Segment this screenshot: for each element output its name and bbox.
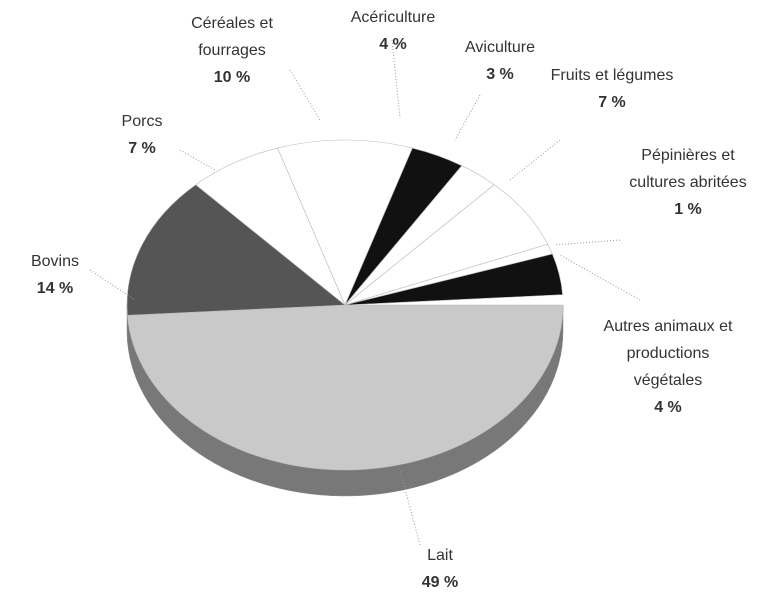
- value-label: 1 %: [674, 201, 702, 218]
- category-name: Lait: [427, 547, 453, 564]
- category-name: Pépinières et cultures abritées: [629, 147, 747, 191]
- category-name: Porcs: [121, 113, 163, 130]
- slice: [127, 304, 564, 471]
- leader-line: [454, 94, 481, 141]
- value-label: 49 %: [421, 574, 459, 591]
- slice-label: Aviculture 3 %: [430, 34, 570, 88]
- slice-label: Fruits et légumes 7 %: [537, 62, 687, 116]
- category-name: Fruits et légumes: [550, 67, 674, 84]
- value-label: 7 %: [598, 94, 626, 111]
- slice-label: Céréales et fourrages 10 %: [162, 10, 302, 91]
- value-label: 14 %: [36, 280, 74, 297]
- category-name: Acériculture: [350, 9, 436, 26]
- slice-label: Autres animaux et productions végétales 4…: [593, 313, 743, 421]
- slice-label: Pépinières et cultures abritées 1 %: [613, 142, 760, 223]
- value-label: 3 %: [486, 66, 514, 83]
- slice: [277, 139, 413, 306]
- slice-label: Bovins 14 %: [0, 248, 125, 302]
- leader-line: [89, 269, 136, 301]
- slice-label: Porcs 7 %: [72, 108, 212, 162]
- leader-line: [399, 469, 421, 546]
- slice: [126, 184, 346, 316]
- category-name: Aviculture: [465, 39, 535, 56]
- slice: [344, 253, 563, 306]
- category-name: Bovins: [30, 253, 80, 270]
- value-label: 4 %: [654, 399, 682, 416]
- slice-label: Lait 49 %: [370, 542, 510, 596]
- value-label: 10 %: [213, 69, 251, 86]
- leader-line: [509, 139, 561, 181]
- leader-line: [559, 254, 641, 301]
- category-name: Céréales et fourrages: [191, 15, 273, 59]
- leader-line: [289, 69, 321, 121]
- slice-label: Acériculture 4 %: [323, 4, 463, 58]
- value-label: 4 %: [379, 36, 407, 53]
- leader-line: [554, 239, 621, 246]
- leader-line: [391, 39, 401, 119]
- category-name: Autres animaux et productions végétales: [603, 318, 733, 389]
- leader-line: [179, 149, 216, 171]
- value-label: 7 %: [128, 140, 156, 157]
